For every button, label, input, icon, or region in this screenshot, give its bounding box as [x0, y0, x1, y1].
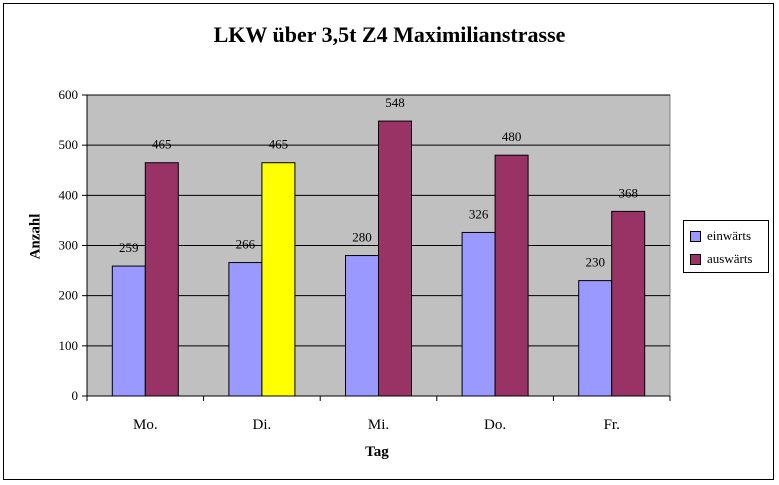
data-label: 326	[469, 206, 489, 221]
bar	[228, 262, 263, 397]
bar	[494, 154, 529, 397]
y-tick-label: 500	[59, 137, 79, 152]
data-label: 259	[119, 240, 139, 255]
x-axis-title: Tag	[365, 444, 389, 460]
legend-item-einwaerts: einwärts	[690, 228, 751, 244]
y-tick-label: 400	[59, 187, 79, 202]
x-tick-label: Fr.	[604, 417, 620, 433]
data-label: 266	[236, 237, 256, 252]
bar	[378, 120, 412, 397]
bar	[611, 210, 646, 397]
x-tick-label: Mi.	[368, 417, 389, 433]
legend: einwärts auswärts	[683, 220, 769, 273]
y-tick-label: 600	[59, 87, 79, 102]
legend-swatch-einwaerts	[690, 230, 701, 242]
y-tick-label: 0	[72, 388, 79, 403]
bar	[111, 265, 146, 397]
data-label: 280	[352, 230, 372, 245]
data-label: 480	[502, 129, 522, 144]
legend-label-einwaerts: einwärts	[707, 228, 752, 243]
data-label: 230	[585, 255, 605, 270]
y-tick-label: 100	[59, 338, 79, 353]
bar	[345, 255, 379, 397]
bar	[144, 162, 179, 397]
bar	[578, 280, 613, 397]
bar	[461, 231, 496, 397]
data-label: 368	[618, 185, 638, 200]
legend-label-auswaerts: auswärts	[707, 251, 753, 266]
data-label: 548	[385, 95, 405, 110]
data-label: 465	[269, 137, 289, 152]
x-tick-label: Do.	[484, 417, 506, 433]
y-tick-label: 200	[59, 288, 79, 303]
chart-title: LKW über 3,5t Z4 Maximilianstrasse	[213, 22, 566, 47]
legend-item-auswaerts: auswärts	[690, 251, 753, 267]
y-tick-label: 300	[59, 238, 79, 253]
data-label: 465	[152, 137, 172, 152]
x-tick-label: Di.	[253, 417, 272, 433]
x-tick-label: Mo.	[133, 417, 158, 433]
bar	[261, 162, 296, 397]
legend-swatch-auswaerts	[690, 253, 701, 265]
y-axis-title: Anzahl	[27, 213, 44, 260]
